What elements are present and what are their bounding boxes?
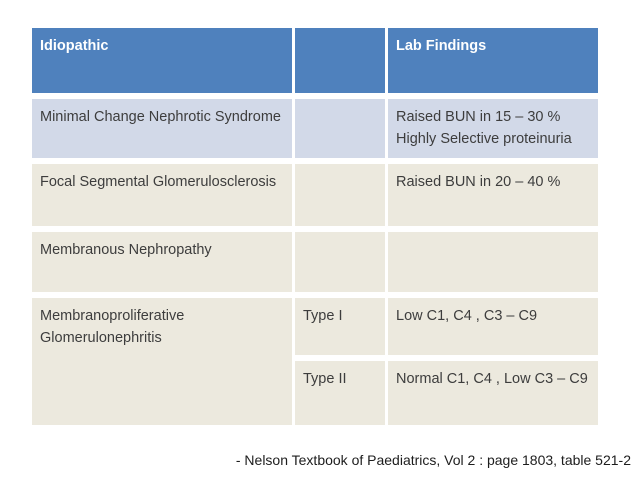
table-cell-disease: Focal Segmental Glomerulosclerosis — [32, 164, 292, 226]
table-cell-type: Type I — [295, 298, 385, 355]
header-cell-type — [295, 28, 385, 93]
source-citation: - Nelson Textbook of Paediatrics, Vol 2 … — [235, 452, 631, 468]
table-cell-lab: Raised BUN in 15 – 30 % Highly Selective… — [388, 99, 598, 158]
table-cell-type — [295, 232, 385, 292]
table-cell-disease-merged: Membranoproliferative Glomerulonephritis — [32, 298, 292, 425]
table-cell-lab — [388, 232, 598, 292]
table-cell-lab: Low C1, C4 , C3 – C9 — [388, 298, 598, 355]
table-cell-type: Type II — [295, 361, 385, 425]
table-cell-disease: Minimal Change Nephrotic Syndrome — [32, 99, 292, 158]
table-cell-disease: Membranous Nephropathy — [32, 232, 292, 292]
header-cell-lab-findings: Lab Findings — [388, 28, 598, 93]
table-cell-lab: Normal C1, C4 , Low C3 – C9 — [388, 361, 598, 425]
table-cell-type — [295, 164, 385, 226]
idiopathic-nephrotic-table: Idiopathic Lab Findings Minimal Change N… — [32, 28, 598, 425]
header-cell-idiopathic: Idiopathic — [32, 28, 292, 93]
table-cell-lab: Raised BUN in 20 – 40 % — [388, 164, 598, 226]
table-cell-type — [295, 99, 385, 158]
